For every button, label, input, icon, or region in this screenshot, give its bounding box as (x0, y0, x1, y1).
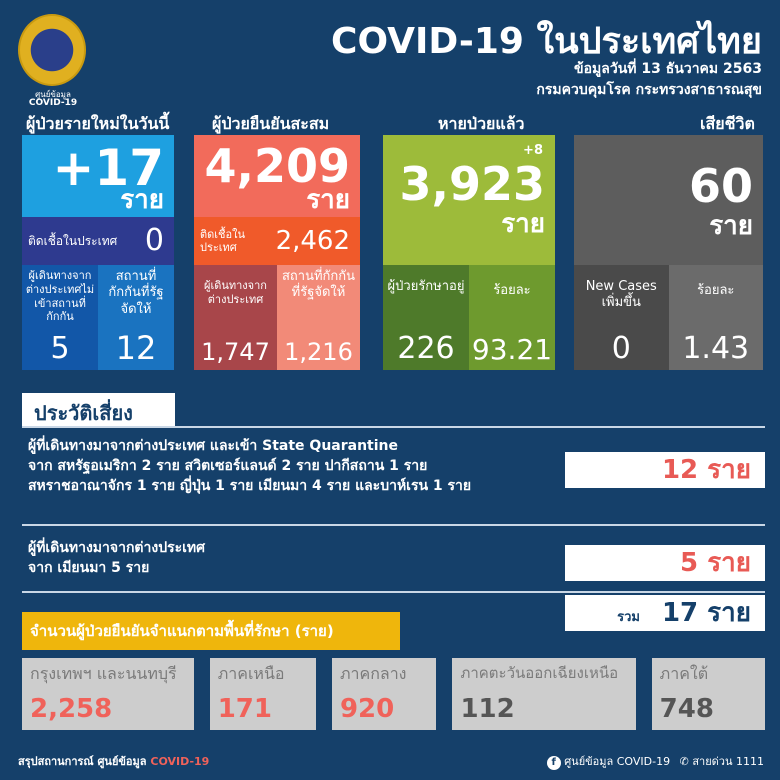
divider (22, 591, 765, 593)
risk-line: ผู้ที่เดินทางมาจากต่างประเทศ และเข้า Sta… (28, 438, 399, 454)
risk-line: จาก สหรัฐอเมริกา 2 ราย สวิตเซอร์แลนด์ 2 … (28, 458, 428, 474)
region-label: ภาคตะวันออกเฉียงเหนือ (460, 664, 619, 682)
footer-source: สรุปสถานการณ์ ศูนย์ข้อมูล COVID-19 (18, 752, 209, 770)
sub1-value: 226 (397, 331, 455, 366)
footer-highlight: COVID-19 (150, 755, 210, 768)
footer-text: สรุปสถานการณ์ ศูนย์ข้อมูล (18, 755, 147, 768)
local-value: 2,462 (275, 226, 350, 256)
region-northeast: ภาคตะวันออกเฉียงเหนือ 112 (452, 658, 636, 730)
risk-item-2: ผู้ที่เดินทางมาจากต่างประเทศ จาก เมียนมา… (28, 538, 558, 578)
region-label: ภาคเหนือ (217, 664, 285, 683)
cumulative-value: 4,209 (204, 139, 350, 193)
sub2-label: สถานที่กักกันที่รัฐจัดให้ (108, 269, 164, 317)
sub2-value: 1.43 (682, 331, 750, 366)
cumulative-card: 4,209 ราย ติดเชื้อในประเทศ 2,462 ผู้เดิน… (194, 135, 360, 370)
sub1-value: 5 (50, 331, 70, 366)
cumulative-heading: ผู้ป่วยยืนยันสะสม (212, 114, 330, 133)
region-value: 171 (217, 694, 272, 724)
region-bangkok: กรุงเทพฯ และนนทบุรี 2,258 (22, 658, 194, 730)
divider (22, 426, 765, 428)
recovered-value: 3,923 (399, 157, 545, 211)
region-value: 112 (460, 694, 515, 724)
phone-icon: ✆ (679, 755, 689, 768)
divider (22, 524, 765, 526)
facebook-icon: f (546, 756, 561, 770)
sub1-label: ผู้ป่วยรักษาอยู่ (387, 279, 465, 294)
sub2-label: ร้อยละ (697, 283, 735, 298)
date-line: ข้อมูลวันที่ 13 ธันวาคม 2563 (574, 61, 762, 77)
total-label: รวม (617, 610, 640, 625)
recovered-delta: +8 (523, 143, 543, 158)
deaths-card: 60 ราย New Cases เพิ่มขึ้น 0 ร้อยละ 1.43 (574, 135, 763, 370)
unit-label: ราย (709, 211, 753, 241)
risk-line: ผู้ที่เดินทางมาจากต่างประเทศ (28, 540, 206, 556)
region-central: ภาคกลาง 920 (331, 658, 437, 730)
sub1-label: New Cases เพิ่มขึ้น (585, 279, 657, 311)
recovered-heading: หายป่วยแล้ว (438, 114, 525, 133)
risk-count-1: 12 ราย (565, 452, 765, 488)
government-seal-logo (18, 14, 86, 86)
risk-count-2: 5 ราย (565, 545, 765, 581)
new-cases-value: +17 (52, 139, 164, 197)
sub2-label: สถานที่กักกันที่รัฐจัดให้ (281, 269, 356, 301)
total-value: 17 ราย (661, 598, 751, 628)
risk-item-1: ผู้ที่เดินทางมาจากต่างประเทศ และเข้า Sta… (28, 436, 558, 496)
region-value: 2,258 (30, 694, 113, 724)
page-title: COVID-19 ในประเทศไทย (331, 21, 762, 62)
logo-caption: ศูนย์ข้อมูล (35, 90, 71, 99)
footer-contacts: f ศูนย์ข้อมูล COVID-19 ✆ สายด่วน 1111 (546, 752, 764, 770)
region-north: ภาคเหนือ 171 (209, 658, 316, 730)
unit-label: ราย (120, 185, 164, 215)
risk-line: จาก เมียนมา 5 ราย (28, 560, 150, 576)
region-south: ภาคใต้ 748 (651, 658, 765, 730)
hotline: สายด่วน 1111 (692, 755, 764, 768)
org-line: กรมควบคุมโรค กระทรวงสาธารณสุข (536, 82, 762, 98)
sub1-value: 0 (611, 331, 631, 366)
region-value: 920 (339, 694, 395, 724)
unit-label: ราย (306, 185, 350, 215)
region-label: ภาคกลาง (339, 664, 407, 683)
local-label: ติดเชื้อในประเทศ (28, 233, 118, 248)
sub2-value: 12 (115, 329, 157, 367)
facebook-page[interactable]: ศูนย์ข้อมูล COVID-19 (564, 755, 671, 768)
sub2-value: 1,216 (284, 338, 353, 366)
region-label: ภาคใต้ (659, 664, 709, 683)
region-label: กรุงเทพฯ และนนทบุรี (30, 664, 177, 683)
regions-row: กรุงเทพฯ และนนทบุรี 2,258 ภาคเหนือ 171 ภ… (22, 658, 765, 730)
risk-total-box: รวม 17 ราย (565, 595, 765, 631)
sub2-value: 93.21 (471, 333, 553, 366)
sub1-label: ผู้เดินทางจากต่างประเทศไม่เข้าสถานที่กัก… (25, 269, 95, 324)
new-cases-heading: ผู้ป่วยรายใหม่ในวันนี้ (26, 114, 170, 133)
regions-heading: จำนวนผู้ป่วยยืนยันจำแนกตามพื้นที่รักษา (… (22, 612, 400, 650)
sub1-label: ผู้เดินทางจากต่างประเทศ (204, 279, 267, 306)
new-cases-card: +17 ราย ติดเชื้อในประเทศ 0 ผู้เดินทางจาก… (22, 135, 174, 370)
region-value: 748 (659, 694, 714, 724)
logo-caption-covid: COVID-19 (28, 98, 78, 108)
deaths-value: 60 (688, 159, 753, 213)
sub1-value: 1,747 (201, 338, 270, 366)
recovered-card: +8 3,923 ราย ผู้ป่วยรักษาอยู่ 226 ร้อยละ… (383, 135, 555, 370)
unit-label: ราย (501, 209, 545, 239)
deaths-heading: เสียชีวิต (700, 114, 755, 133)
risk-line: สหราชอาณาจักร 1 ราย ญี่ปุ่น 1 ราย เมียนม… (28, 478, 472, 494)
risk-heading: ประวัติเสี่ยง (22, 393, 175, 427)
local-label: ติดเชื้อในประเทศ (200, 227, 246, 254)
local-value: 0 (144, 223, 164, 258)
sub2-label: ร้อยละ (493, 283, 531, 298)
